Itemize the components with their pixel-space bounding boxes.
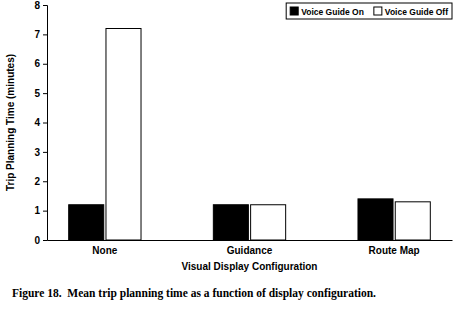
y-tick-label: 0	[34, 235, 40, 246]
bar	[358, 199, 393, 240]
y-tick: 4	[34, 117, 47, 128]
x-tick-label: Guidance	[227, 245, 273, 256]
y-tick-mark	[43, 181, 47, 182]
plot: 0 1 2 3 4 5 6 7 8 None Guidance Route Map	[34, 0, 452, 256]
bar	[395, 202, 430, 240]
y-tick-mark	[43, 240, 47, 241]
y-tick-mark	[43, 34, 47, 35]
y-tick: 1	[34, 205, 47, 216]
bar	[251, 205, 286, 240]
y-tick-mark	[43, 211, 47, 212]
y-tick: 7	[34, 29, 47, 40]
y-tick: 6	[34, 58, 47, 69]
y-tick: 5	[34, 88, 47, 99]
legend: Voice Guide On Voice Guide Off	[286, 3, 452, 19]
y-tick-label: 8	[34, 0, 40, 11]
legend-label: Voice Guide Off	[385, 7, 448, 17]
y-tick-mark	[43, 64, 47, 65]
x-tick: Guidance	[227, 240, 273, 256]
chart: 0 1 2 3 4 5 6 7 8 None Guidance Route Map Visual Dis…	[0, 0, 464, 309]
y-tick-label: 4	[34, 117, 40, 128]
bars	[69, 29, 431, 241]
legend-item: Voice Guide On	[290, 7, 364, 17]
y-tick-mark	[43, 123, 47, 124]
legend-box	[286, 3, 452, 19]
y-tick-label: 5	[34, 88, 40, 99]
y-tick-label: 7	[34, 29, 40, 40]
legend-label: Voice Guide On	[301, 7, 364, 17]
x-axis-title: Visual Display Configuration	[182, 261, 318, 272]
y-tick: 3	[34, 147, 47, 158]
legend-swatch	[374, 7, 382, 15]
y-tick-mark	[43, 93, 47, 94]
x-tick: None	[92, 240, 117, 256]
bar	[213, 205, 248, 240]
y-tick-mark	[43, 5, 47, 6]
title: Figure 18. Mean trip planning time as a …	[12, 287, 376, 300]
y-tick-label: 6	[34, 58, 40, 69]
y-tick: 8	[34, 0, 47, 11]
y-tick: 0	[34, 235, 47, 246]
y-tick-mark	[43, 152, 47, 153]
y-tick-label: 3	[34, 147, 40, 158]
y-tick-label: 1	[34, 205, 40, 216]
y-tick-label: 2	[34, 176, 40, 187]
legend-item: Voice Guide Off	[374, 7, 448, 17]
x-axis: None Guidance Route Map	[48, 240, 453, 256]
y-axis: 0 1 2 3 4 5 6 7 8	[34, 0, 47, 246]
x-tick-label: None	[92, 245, 117, 256]
bar	[69, 205, 104, 240]
x-tick-label: Route Map	[369, 245, 420, 256]
legend-swatch	[290, 7, 298, 15]
y-axis-title: Trip Planning Time (minutes)	[5, 54, 16, 191]
bar	[106, 29, 141, 241]
y-axis-line	[43, 6, 48, 241]
y-tick: 2	[34, 176, 47, 187]
x-tick: Route Map	[369, 240, 420, 256]
x-axis-line	[48, 240, 453, 241]
